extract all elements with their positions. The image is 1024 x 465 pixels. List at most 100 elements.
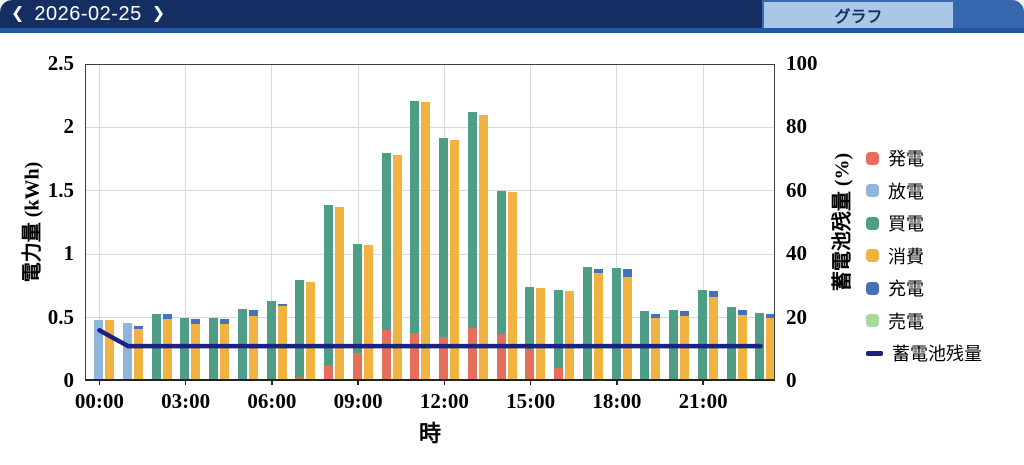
legend-marker-grid-purchase [866, 216, 879, 230]
bar-segment-consumption [708, 297, 718, 381]
x-axis-tick-mark [443, 381, 446, 385]
x-axis-tick-mark [271, 381, 273, 385]
prev-date-button[interactable]: ❮ [11, 5, 25, 22]
bar-segment-discharge [122, 322, 132, 381]
bar-segment-grid-purchase [467, 112, 477, 328]
bar-segment-grid-purchase [496, 190, 506, 335]
bar-segment-grid-purchase [151, 313, 161, 381]
x-axis-tick-label: 00:00 [74, 389, 124, 413]
right-axis-title: 蓄電池残量 (%) [831, 152, 854, 292]
bar-segment-grid-purchase [352, 244, 362, 354]
bar-segment-consumption [133, 329, 143, 381]
graph-tab[interactable]: グラフ [762, 0, 955, 28]
bar-segment-discharge [94, 320, 103, 381]
bar-segment-generation [381, 330, 391, 381]
date-label: 2026-02-25 [34, 2, 142, 25]
grid-line-vertical [616, 64, 618, 381]
x-axis-tick-mark [702, 381, 704, 385]
bar-segment-consumption [593, 273, 603, 381]
bar-segment-consumption [651, 317, 661, 381]
grid-line-vertical [185, 64, 187, 381]
bar-segment-consumption [680, 316, 689, 381]
legend-label: 消費 [888, 246, 924, 267]
x-axis-tick-mark [616, 381, 618, 385]
bar-segment-grid-purchase [266, 301, 276, 381]
bar-segment-grid-purchase [755, 312, 765, 381]
grid-line-vertical [271, 64, 273, 381]
bar-segment-charge [680, 311, 689, 317]
legend-marker-discharge [866, 184, 879, 198]
legend-item-consumption: 消費 [866, 240, 982, 273]
legend-item-discharge: 放電 [866, 175, 982, 208]
grid-line-vertical [98, 64, 100, 381]
bar-segment-grid-purchase [410, 100, 420, 333]
bar-segment-consumption [105, 320, 114, 381]
x-axis-tick-label: 03:00 [161, 389, 211, 413]
bar-segment-consumption [248, 316, 258, 381]
bar-segment-grid-purchase [582, 266, 592, 381]
bar-segment-grid-purchase [554, 289, 563, 369]
x-axis-tick-label: 09:00 [333, 389, 383, 413]
y-axis-tick-right: 0 [786, 368, 797, 392]
bar-segment-grid-purchase [611, 268, 621, 381]
header: ❮ 2026-02-25 ❯ グラフ [0, 0, 1024, 28]
bar-segment-grid-purchase [726, 307, 736, 381]
bar-segment-charge [248, 310, 258, 317]
legend: 発電放電買電消費充電売電蓄電池残量 [866, 142, 982, 370]
bar-segment-grid-purchase [439, 137, 448, 337]
date-navigator: ❮ 2026-02-25 ❯ [11, 0, 165, 28]
bar-segment-consumption [536, 288, 546, 381]
legend-item-generation: 発電 [866, 142, 982, 175]
bar-segment-charge [766, 313, 776, 318]
legend-label: 売電 [888, 311, 924, 332]
y-axis-tick-left: 0.5 [47, 304, 74, 329]
x-axis-tick-label: 18:00 [592, 389, 642, 413]
legend-item-grid-purchase: 買電 [866, 207, 982, 240]
bar-segment-consumption [392, 155, 402, 381]
legend-label: 蓄電池残量 [892, 344, 982, 365]
bar-segment-consumption [766, 317, 776, 381]
header-strip [0, 28, 1024, 33]
legend-marker-battery-level [866, 351, 883, 356]
plot-area [85, 64, 776, 381]
x-axis-tick-mark [357, 381, 359, 385]
bar-segment-generation [496, 334, 506, 381]
bar-segment-charge [191, 318, 201, 324]
bar-segment-consumption [622, 277, 632, 381]
y-axis-tick-left: 2.5 [47, 51, 74, 75]
legend-marker-grid-sell [866, 314, 879, 328]
grid-line-vertical [357, 64, 359, 381]
bar-segment-generation [439, 336, 448, 381]
legend-item-charge: 充電 [866, 272, 982, 305]
bar-segment-grid-purchase [640, 311, 650, 381]
bar-segment-consumption [363, 245, 373, 381]
x-axis-tick-label: 12:00 [419, 389, 469, 413]
legend-label: 発電 [888, 149, 924, 170]
y-axis-tick-left: 1 [63, 241, 75, 266]
bar-segment-charge [220, 318, 229, 324]
legend-label: 充電 [888, 279, 924, 300]
bar-segment-consumption [220, 323, 229, 381]
bar-segment-charge [622, 269, 632, 278]
grid-line-vertical [530, 64, 532, 381]
bar-segment-consumption [478, 114, 488, 381]
bar-segment-charge [651, 313, 661, 318]
bar-segment-charge [162, 313, 172, 319]
bar-segment-charge [277, 303, 287, 307]
bar-segment-generation [352, 353, 362, 381]
legend-label: 放電 [888, 181, 924, 202]
next-date-button[interactable]: ❯ [151, 5, 166, 22]
bar-segment-generation [554, 368, 563, 381]
bar-segment-generation [410, 332, 420, 381]
bar-segment-generation [525, 349, 535, 381]
bar-segment-grid-purchase [324, 204, 333, 365]
bar-segment-consumption [306, 282, 316, 381]
bar-segment-grid-purchase [237, 308, 247, 381]
bar-segment-consumption [450, 140, 459, 381]
bar-segment-grid-purchase [697, 289, 707, 381]
legend-marker-generation [866, 151, 879, 165]
x-axis-tick-label: 15:00 [506, 389, 556, 413]
x-axis-title: 時 [418, 421, 442, 446]
bar-segment-grid-purchase [525, 287, 535, 350]
